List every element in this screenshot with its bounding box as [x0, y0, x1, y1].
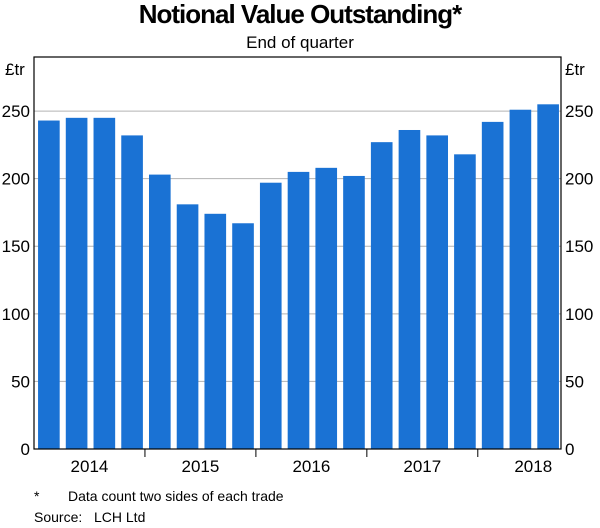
bar-2017-q3: [426, 135, 449, 449]
y-axis-label-right: £tr: [565, 60, 585, 79]
footnote-mark: *: [34, 488, 40, 504]
y-tick-left-250: 250: [2, 102, 30, 121]
bar-2015-q2: [176, 204, 199, 449]
y-tick-right-50: 50: [565, 372, 584, 391]
x-tick-label-2016: 2016: [292, 457, 330, 476]
y-tick-left-0: 0: [21, 440, 30, 459]
x-tick-label-2018: 2018: [514, 457, 552, 476]
bar-2017-q1: [370, 142, 393, 449]
source-label: Source:: [34, 509, 83, 525]
x-tick-label-2014: 2014: [71, 457, 109, 476]
source-text: LCH Ltd: [94, 509, 146, 525]
bar-2018-q2: [509, 109, 532, 450]
bar-2018-q1: [481, 121, 504, 450]
bar-2018-q3: [537, 104, 559, 449]
y-tick-right-0: 0: [565, 440, 574, 459]
x-tick-label-2017: 2017: [403, 457, 441, 476]
y-tick-right-100: 100: [565, 305, 593, 324]
bar-2014-q2: [65, 117, 88, 450]
y-tick-left-100: 100: [2, 305, 30, 324]
y-tick-left-50: 50: [11, 372, 30, 391]
y-tick-left-150: 150: [2, 237, 30, 256]
y-tick-right-200: 200: [565, 170, 593, 189]
x-tick-label-2015: 2015: [182, 457, 220, 476]
bar-2014-q4: [121, 135, 143, 449]
y-tick-right-250: 250: [565, 102, 593, 121]
bar-2017-q2: [398, 129, 421, 449]
bar-2016-q3: [315, 167, 338, 450]
plot-frame: [33, 56, 562, 450]
footnote-text: Data count two sides of each trade: [68, 488, 284, 504]
y-tick-right-150: 150: [565, 237, 593, 256]
bar-2015-q1: [148, 174, 171, 449]
bar-2016-q2: [287, 171, 310, 449]
bar-2016-q4: [343, 175, 365, 449]
y-axis-label-left: £tr: [5, 60, 25, 79]
chart-title: Notional Value Outstanding*: [139, 0, 463, 29]
bar-2015-q4: [232, 223, 254, 449]
bar-2017-q4: [454, 154, 476, 449]
bar-2016-q1: [259, 182, 282, 450]
chart-subtitle: End of quarter: [246, 33, 354, 52]
bar-2014-q1: [38, 120, 60, 449]
y-tick-left-200: 200: [2, 170, 30, 189]
bar-2015-q3: [204, 213, 227, 449]
bar-2014-q3: [93, 117, 116, 450]
